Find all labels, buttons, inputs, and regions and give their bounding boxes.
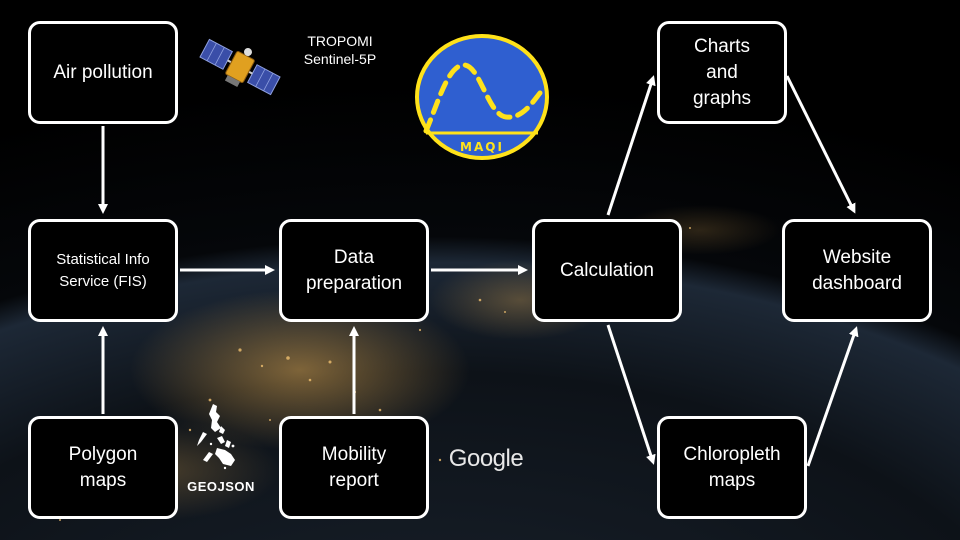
tropomi-caption: TROPOMI Sentinel-5P [303,33,377,67]
maqi-logo: MAQI [415,34,549,160]
node-calculation: Calculation [532,219,682,322]
node-mobility-report: Mobility report [279,416,429,519]
node-air-pollution: Air pollution [28,21,178,124]
satellite-icon [199,38,281,96]
arrow-calc-to-charts [606,75,656,216]
google-logo: Google [448,445,524,472]
node-website-dashboard: Website dashboard [782,219,932,322]
node-statistical-info-service: Statistical Info Service (FIS) [28,219,178,322]
arrow-calc-to-chloropleth [606,324,656,465]
geojson-caption: GEOJSON [187,479,255,494]
node-data-preparation: Data preparation [279,219,429,322]
maqi-logo-text: MAQI [460,140,504,154]
node-charts-and-graphs: Charts and graphs [657,21,787,124]
philippines-map-icon [197,404,235,470]
arrow-chloropleth-to-dashboard [806,326,859,467]
node-chloropleth-maps: Chloropleth maps [657,416,807,519]
node-polygon-maps: Polygon maps [28,416,178,519]
arrow-charts-to-dashboard [785,75,856,214]
